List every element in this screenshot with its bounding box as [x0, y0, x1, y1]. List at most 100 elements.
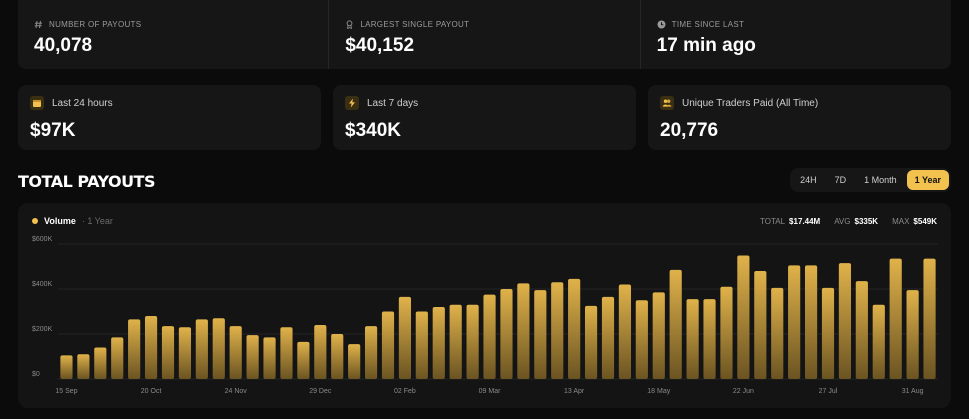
hash-icon: [34, 20, 43, 29]
volume-bar[interactable]: [838, 263, 852, 380]
volume-bar[interactable]: [415, 311, 428, 380]
chart-legend: Volume · 1 Year: [32, 216, 113, 226]
volume-bar[interactable]: [804, 265, 818, 380]
max-value: $549K: [913, 217, 937, 226]
x-tick-label: 20 Oct: [141, 388, 162, 395]
volume-bar[interactable]: [128, 319, 141, 380]
volume-bar[interactable]: [720, 286, 733, 379]
volume-bar[interactable]: [381, 311, 395, 380]
x-tick-label: 29 Dec: [309, 388, 332, 395]
stat-value: 40,078: [34, 35, 93, 56]
stat-label: Time since last: [671, 20, 745, 29]
card-value: $97K: [30, 120, 76, 141]
tab-1-year[interactable]: 1 Year: [906, 170, 949, 190]
volume-bar[interactable]: [466, 304, 479, 379]
volume-bar[interactable]: [534, 290, 547, 380]
y-tick-label: $600K: [32, 236, 53, 243]
volume-bar[interactable]: [788, 265, 801, 380]
series-period: · 1 Year: [81, 216, 113, 226]
volume-bar[interactable]: [754, 271, 767, 379]
card-unique-traders: Unique Traders Paid (All Time) 20,776: [648, 85, 951, 150]
card-last-7-days: Last 7 days $340K: [333, 85, 636, 150]
x-tick-label: 22 Jun: [733, 388, 754, 395]
x-tick-label: 18 May: [647, 388, 670, 395]
stat-time-since-last: Time since last 17 min ago: [641, 0, 951, 69]
card-value: $340K: [345, 120, 401, 141]
summary-cards: Last 24 hours $97K Last 7 days $340K Uni…: [18, 85, 951, 150]
volume-bar[interactable]: [568, 278, 581, 380]
x-tick-label: 09 Mar: [479, 388, 501, 395]
volume-bar[interactable]: [584, 305, 598, 380]
stat-label: Number of payouts: [49, 20, 142, 29]
volume-bar[interactable]: [517, 283, 530, 380]
volume-bar[interactable]: [821, 287, 835, 380]
tab-7d[interactable]: 7D: [834, 175, 847, 185]
volume-bar[interactable]: [144, 316, 158, 379]
volume-bar[interactable]: [686, 299, 699, 380]
volume-bar[interactable]: [449, 304, 462, 379]
medal-icon: [345, 20, 354, 29]
volume-bar[interactable]: [855, 281, 868, 380]
volume-bar-chart: $600K $400K $200K $0 15 Sep 20 Oct 24 Nov 29 De…: [32, 236, 938, 395]
avg-value: $335K: [854, 217, 879, 226]
volume-bar[interactable]: [771, 287, 784, 380]
volume-bar[interactable]: [94, 347, 107, 380]
volume-bar[interactable]: [229, 326, 242, 380]
volume-bar[interactable]: [652, 292, 665, 380]
stat-label-row: Time since last: [657, 20, 935, 29]
card-label: Unique Traders Paid (All Time): [682, 97, 819, 109]
total-label: TOTAL: [760, 217, 786, 226]
volume-bar[interactable]: [889, 258, 902, 380]
volume-bar[interactable]: [703, 299, 716, 380]
volume-bar[interactable]: [737, 255, 750, 379]
volume-bar[interactable]: [500, 289, 513, 379]
volume-bar[interactable]: [872, 304, 885, 379]
volume-bar[interactable]: [635, 300, 648, 379]
x-tick-label: 02 Feb: [394, 388, 416, 395]
card-label: Last 7 days: [367, 97, 419, 109]
volume-bar[interactable]: [161, 326, 175, 380]
y-tick-label: $400K: [32, 281, 53, 288]
volume-bar[interactable]: [923, 258, 936, 380]
volume-bar[interactable]: [551, 282, 564, 379]
chart-total: TOTAL $17.44M: [760, 217, 820, 226]
period-text: 1 Year: [87, 216, 113, 226]
avg-label: AVG: [834, 217, 851, 226]
volume-bar[interactable]: [348, 344, 361, 380]
volume-bar[interactable]: [483, 294, 496, 380]
volume-bar[interactable]: [246, 335, 259, 380]
stat-number-of-payouts: Number of payouts 40,078: [18, 0, 330, 69]
volume-bar[interactable]: [212, 318, 225, 379]
volume-bar[interactable]: [297, 341, 310, 380]
volume-bar[interactable]: [906, 290, 919, 380]
volume-bar[interactable]: [432, 307, 445, 379]
volume-bar[interactable]: [618, 284, 632, 380]
card-label-row: Last 24 hours: [30, 96, 309, 110]
volume-bar[interactable]: [669, 269, 682, 380]
volume-bar[interactable]: [398, 296, 412, 380]
volume-bar[interactable]: [77, 354, 90, 379]
payouts-chart-card: Volume · 1 Year TOTAL $17.44M AVG $335K MA…: [18, 203, 951, 408]
x-tick-label: 15 Sep: [55, 388, 77, 395]
volume-bar[interactable]: [601, 296, 615, 380]
stat-label-row: Number of payouts: [34, 20, 312, 29]
tab-24h[interactable]: 24H: [800, 175, 817, 185]
volume-bar[interactable]: [195, 319, 208, 380]
volume-bar[interactable]: [60, 355, 73, 380]
volume-bar[interactable]: [280, 327, 293, 379]
y-tick-label: $0: [32, 371, 40, 378]
volume-bar[interactable]: [111, 337, 124, 380]
volume-bar[interactable]: [364, 326, 378, 380]
stat-value: 17 min ago: [656, 35, 756, 56]
volume-bar[interactable]: [263, 337, 276, 380]
series-dot: [32, 218, 38, 224]
card-last-24-hours: Last 24 hours $97K: [18, 85, 321, 150]
volume-bar[interactable]: [178, 327, 192, 379]
bolt-icon: [345, 96, 359, 110]
volume-bar[interactable]: [331, 334, 344, 379]
stat-label: Largest single payout: [360, 20, 470, 29]
volume-bar[interactable]: [314, 325, 327, 379]
chart-avg: AVG $335K: [834, 217, 878, 226]
max-label: MAX: [892, 217, 910, 226]
tab-1-month[interactable]: 1 Month: [864, 175, 897, 185]
